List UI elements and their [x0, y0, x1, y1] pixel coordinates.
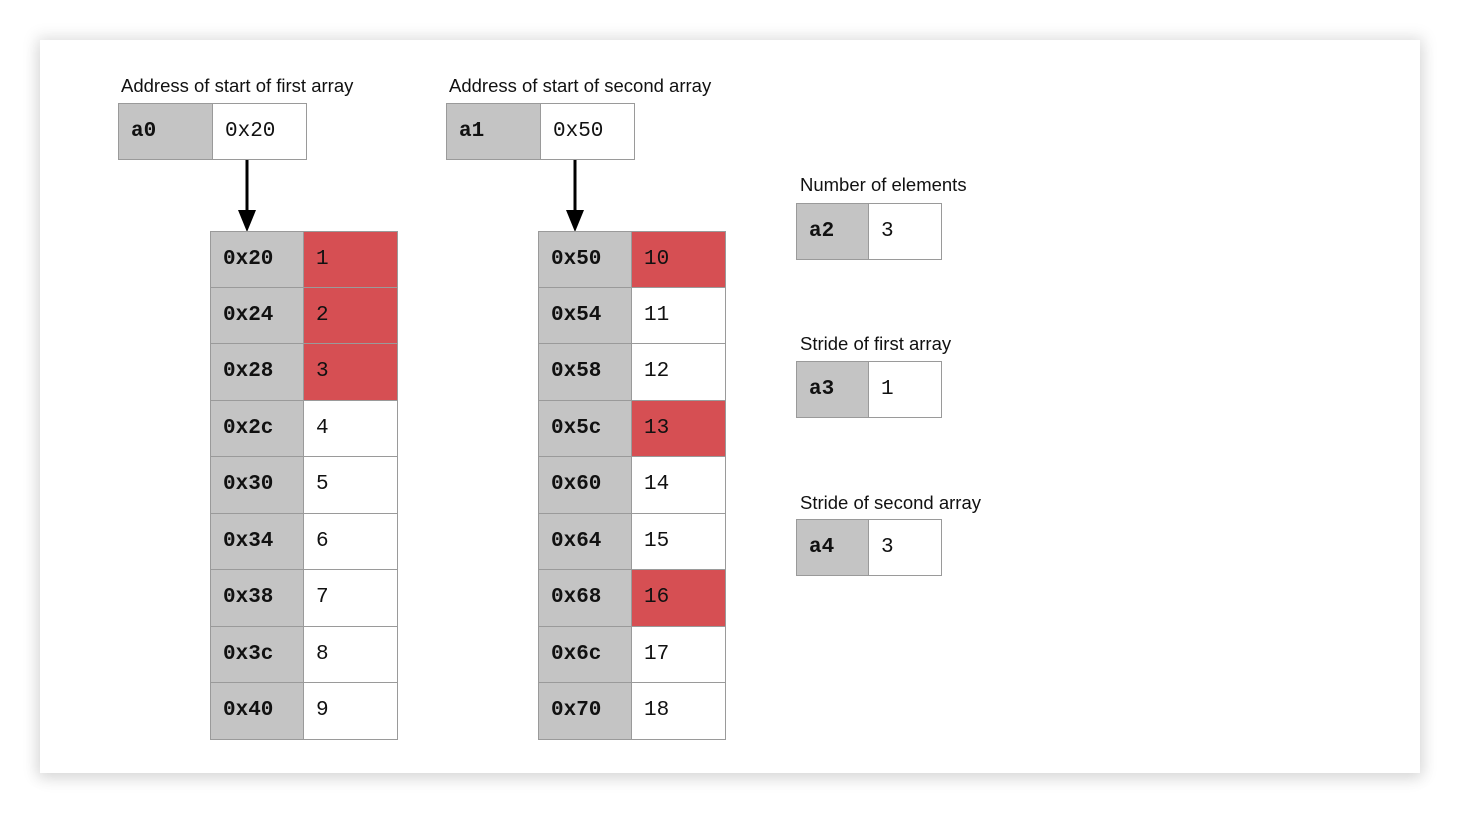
register-a1: a1 0x50 — [446, 103, 635, 160]
first-array-row: 0x24 2 — [210, 287, 398, 344]
pointer-arrow-first — [238, 160, 256, 232]
register-a0-name: a0 — [118, 103, 213, 160]
memory-address: 0x28 — [210, 344, 304, 401]
register-a0: a0 0x20 — [118, 103, 307, 160]
memory-address: 0x40 — [210, 683, 304, 740]
register-a4-value: 3 — [869, 519, 942, 576]
second-array-row: 0x50 10 — [538, 231, 726, 288]
second-array-row: 0x70 18 — [538, 683, 726, 740]
register-a3: a3 1 — [796, 361, 942, 418]
a3-caption: Stride of first array — [800, 333, 952, 354]
register-a1-name: a1 — [446, 103, 541, 160]
memory-address: 0x50 — [538, 231, 632, 288]
second-array-row: 0x6c 17 — [538, 626, 726, 683]
a1-caption: Address of start of second array — [449, 75, 712, 96]
register-a2: a2 3 — [796, 203, 942, 260]
memory-address: 0x58 — [538, 344, 632, 401]
first-array-row: 0x38 7 — [210, 570, 398, 627]
register-a4-name: a4 — [796, 519, 869, 576]
first-array-row: 0x28 3 — [210, 344, 398, 401]
register-a4: a4 3 — [796, 519, 942, 576]
memory-value: 18 — [632, 683, 726, 740]
memory-address: 0x2c — [210, 400, 304, 457]
memory-address: 0x38 — [210, 570, 304, 627]
first-array-row: 0x30 5 — [210, 457, 398, 514]
memory-address: 0x5c — [538, 400, 632, 457]
second-array-row: 0x60 14 — [538, 457, 726, 514]
second-array-row: 0x68 16 — [538, 570, 726, 627]
memory-address: 0x30 — [210, 457, 304, 514]
a0-caption: Address of start of first array — [121, 75, 354, 96]
second-array-row: 0x58 12 — [538, 344, 726, 401]
memory-value-highlighted: 3 — [304, 344, 398, 401]
first-array-row: 0x34 6 — [210, 513, 398, 570]
memory-value: 5 — [304, 457, 398, 514]
first-array: 0x20 1 0x24 2 0x28 3 0x2c 4 0x30 5 0x34 6 0x38 7 0x3c 8… — [210, 231, 398, 740]
memory-address: 0x60 — [538, 457, 632, 514]
second-array: 0x50 10 0x54 11 0x58 12 0x5c 13 0x60 14 0x64 15 0x68… — [538, 231, 726, 740]
memory-value-highlighted: 16 — [632, 570, 726, 627]
register-a3-value: 1 — [869, 361, 942, 418]
memory-value-highlighted: 10 — [632, 231, 726, 288]
second-array-row: 0x5c 13 — [538, 400, 726, 457]
second-array-row: 0x64 15 — [538, 513, 726, 570]
memory-address: 0x68 — [538, 570, 632, 627]
memory-value: 9 — [304, 683, 398, 740]
first-array-row: 0x3c 8 — [210, 626, 398, 683]
pointer-arrow-second — [566, 160, 584, 232]
memory-address: 0x6c — [538, 626, 632, 683]
memory-value: 11 — [632, 287, 726, 344]
memory-value: 12 — [632, 344, 726, 401]
first-array-row: 0x40 9 — [210, 683, 398, 740]
memory-value: 15 — [632, 513, 726, 570]
memory-address: 0x64 — [538, 513, 632, 570]
register-a2-name: a2 — [796, 203, 869, 260]
memory-value: 7 — [304, 570, 398, 627]
memory-value: 6 — [304, 513, 398, 570]
first-array-row: 0x20 1 — [210, 231, 398, 288]
register-a1-value: 0x50 — [541, 103, 635, 160]
memory-value: 8 — [304, 626, 398, 683]
memory-address: 0x34 — [210, 513, 304, 570]
second-array-row: 0x54 11 — [538, 287, 726, 344]
register-a2-value: 3 — [869, 203, 942, 260]
memory-address: 0x20 — [210, 231, 304, 288]
memory-value: 14 — [632, 457, 726, 514]
register-a0-value: 0x20 — [213, 103, 307, 160]
memory-value: 17 — [632, 626, 726, 683]
first-array-row: 0x2c 4 — [210, 400, 398, 457]
a2-caption: Number of elements — [800, 174, 967, 195]
memory-value: 4 — [304, 400, 398, 457]
memory-value-highlighted: 13 — [632, 400, 726, 457]
memory-value-highlighted: 1 — [304, 231, 398, 288]
register-a3-name: a3 — [796, 361, 869, 418]
memory-address: 0x54 — [538, 287, 632, 344]
memory-address: 0x24 — [210, 287, 304, 344]
memory-address: 0x3c — [210, 626, 304, 683]
memory-address: 0x70 — [538, 683, 632, 740]
memory-value-highlighted: 2 — [304, 287, 398, 344]
a4-caption: Stride of second array — [800, 492, 981, 513]
